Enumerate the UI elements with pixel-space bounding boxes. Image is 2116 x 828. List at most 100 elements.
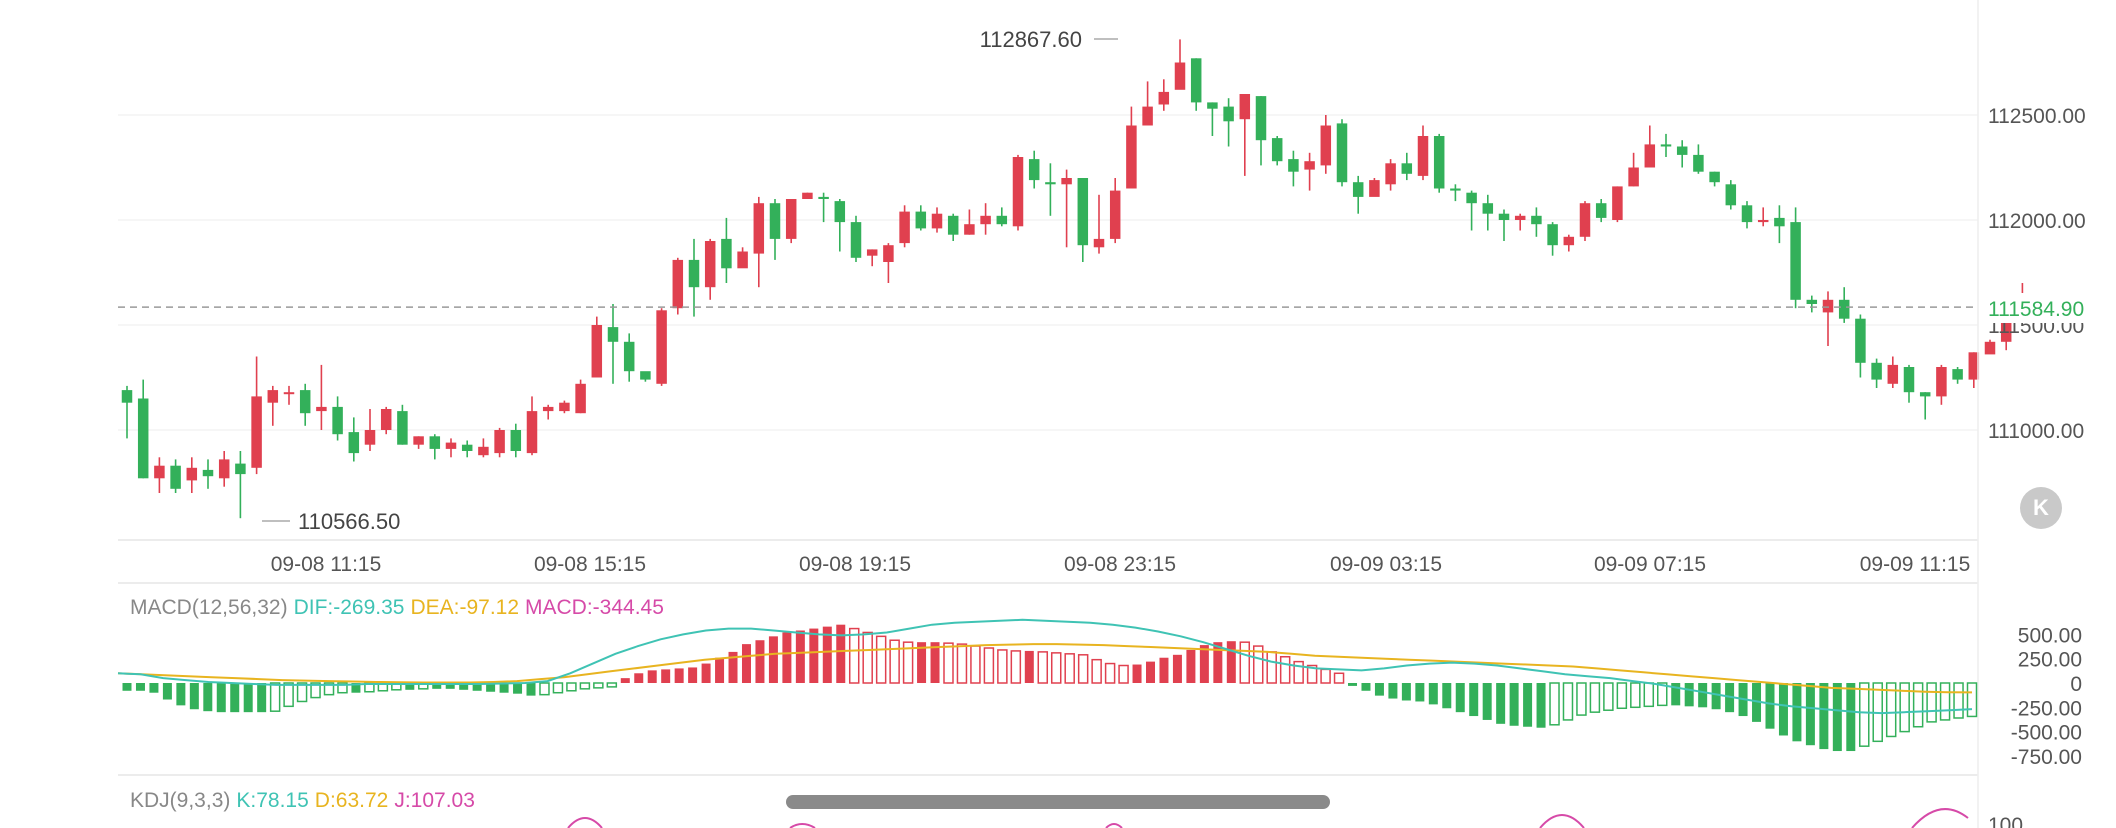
candle	[688, 238, 700, 317]
candle	[1190, 58, 1202, 111]
candle	[202, 459, 214, 489]
candle	[1498, 209, 1510, 241]
candle	[753, 196, 765, 288]
macd-bar	[405, 683, 415, 690]
price-tick-label: 112500.00	[1988, 105, 2086, 128]
kdj-j-line	[567, 817, 603, 828]
macd-tick-label: 0	[2070, 673, 2082, 696]
macd-bar	[1630, 682, 1641, 709]
macd-bar	[1226, 641, 1236, 683]
high-price-label: 112867.60	[980, 27, 1082, 52]
macd-bar	[983, 647, 995, 684]
macd-bar	[1576, 682, 1587, 716]
k-chart-icon[interactable]: K	[2020, 487, 2062, 529]
macd-bar	[1010, 650, 1022, 684]
macd-bar	[1765, 683, 1775, 729]
candle	[170, 459, 181, 493]
candle	[559, 400, 570, 414]
candle	[1352, 175, 1364, 214]
candle	[591, 316, 603, 378]
macd-bar	[499, 683, 509, 693]
candle	[785, 199, 797, 244]
macd-bar	[930, 642, 940, 683]
kdj-axis-100: 100	[1988, 814, 2023, 828]
candle	[186, 457, 198, 493]
candle	[1401, 152, 1413, 181]
low-price-label: 110566.50	[298, 509, 400, 534]
candle	[1676, 140, 1688, 168]
candle	[834, 199, 846, 252]
candle	[478, 438, 489, 458]
macd-bar	[1589, 682, 1601, 713]
macd-legend-macd: MACD:-344.45	[525, 596, 664, 619]
candle	[899, 205, 910, 248]
candle	[964, 209, 975, 235]
price-tick-label: 111000.00	[1988, 420, 2084, 443]
macd-bar	[1562, 682, 1574, 721]
macd-bar	[566, 682, 577, 692]
macd-bar	[782, 632, 792, 683]
candle	[1109, 178, 1121, 244]
macd-tick-label: 500.00	[2018, 624, 2082, 647]
macd-bar	[310, 682, 321, 699]
macd-bar	[848, 627, 860, 684]
macd-bar	[1172, 654, 1182, 683]
candle	[121, 385, 133, 439]
candle	[526, 396, 538, 456]
candle	[218, 451, 230, 487]
time-axis: 09-08 11:15 09-08 15:15 09-08 19:15 09-08 2…	[271, 553, 1971, 576]
candle	[413, 436, 424, 449]
macd-bar	[1966, 682, 1978, 718]
macd-bar	[1050, 652, 1062, 684]
candle	[1433, 133, 1445, 193]
macd-legend-dea: DEA:-97.12	[410, 596, 520, 619]
candle	[1903, 364, 1915, 403]
candle	[996, 207, 1008, 227]
candle	[332, 396, 343, 441]
macd-bar	[1442, 683, 1452, 709]
macd-bar	[1482, 683, 1492, 720]
candle	[980, 203, 991, 235]
dea-line	[117, 643, 1973, 694]
macd-bar	[1657, 682, 1668, 707]
macd-bar	[1186, 649, 1196, 683]
candle	[1709, 171, 1720, 187]
candle	[1660, 133, 1672, 157]
macd-bar	[1752, 683, 1762, 722]
candle	[866, 249, 878, 267]
macd-bar	[889, 639, 900, 684]
macd-legend-dif: DIF:-269.35	[293, 596, 405, 619]
macd-bar	[768, 636, 778, 683]
macd-bar	[970, 645, 981, 684]
macd-bar	[337, 682, 348, 694]
candle	[947, 213, 959, 241]
time-tick-label: 09-08 23:15	[1064, 553, 1176, 576]
candle	[1093, 194, 1105, 254]
candle	[1936, 364, 1947, 405]
macd-bar	[634, 673, 644, 683]
candle	[510, 423, 522, 458]
candle	[1871, 358, 1882, 388]
kdj-legend-k: K:78.15	[236, 789, 309, 812]
macd-bar	[1279, 656, 1291, 684]
macd-bar	[1428, 683, 1438, 705]
macd-bar	[1348, 683, 1358, 686]
kdj-j-line	[1539, 814, 1585, 828]
macd-bar	[755, 640, 765, 683]
macd-bar	[1077, 654, 1089, 684]
macd-bar	[1132, 664, 1142, 683]
candle	[704, 238, 716, 300]
candle	[364, 409, 376, 451]
macd-bar	[1415, 683, 1425, 702]
candle	[1288, 150, 1299, 187]
macd-bar	[176, 683, 186, 706]
macd-bar	[1698, 683, 1708, 708]
macd-bar	[1333, 672, 1345, 684]
macd-bar	[1926, 682, 1937, 723]
price-grid	[118, 114, 1978, 431]
horizontal-scrollbar[interactable]	[786, 795, 1330, 809]
kdj-j-line	[1911, 808, 1969, 828]
macd-bar	[606, 682, 618, 688]
